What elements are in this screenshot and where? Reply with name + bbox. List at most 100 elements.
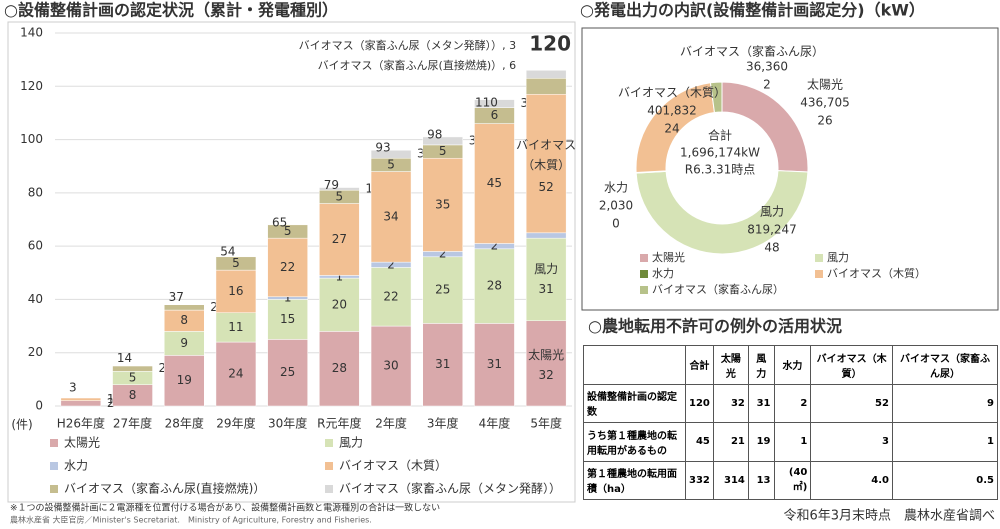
legend-swatch — [640, 286, 648, 294]
table-cell: バイオマス（家畜ふん尿） — [891, 345, 999, 385]
annotation: 太陽光 — [528, 347, 564, 362]
legend-label: バイオマス（木質） — [827, 266, 926, 280]
bar-segment — [319, 203, 360, 276]
bar-segment — [215, 256, 257, 271]
value-label: 1 — [336, 269, 344, 283]
table-cell: 水力 — [773, 345, 812, 385]
bar-segment — [60, 400, 102, 407]
annotation: バイオマス — [516, 138, 576, 152]
center-text: R6.3.31時点 — [685, 163, 756, 177]
table: 合計 太陽光 風力 水力 バイオマス（木質） バイオマス（家畜ふん尿） 設備整備計画の認定数… — [583, 345, 999, 500]
slice-name: 風力 — [760, 205, 784, 219]
value-label: 5 — [387, 157, 395, 171]
table-cell: 3 — [810, 422, 893, 462]
table-cell: 19 — [747, 422, 775, 462]
bar-segment — [267, 339, 308, 407]
table-cell: うち第１種農地の転用転用があるもの — [583, 422, 686, 462]
title: ○農地転用不許可の例外の活用状況 — [588, 317, 842, 336]
table-cell: 120 — [685, 383, 714, 423]
value-label: 5 — [284, 224, 292, 238]
slice-value: 436,705 — [800, 96, 850, 110]
legend-swatch — [640, 270, 648, 278]
value-label: 8 — [129, 388, 137, 402]
value-label: 8 — [180, 313, 188, 327]
table-cell: 1 — [891, 422, 999, 462]
slice-value: 36,360 — [746, 60, 788, 74]
slice — [709, 81, 723, 114]
table-cell: 9 — [891, 383, 999, 423]
table-cell: 第１種農地の転用面積（ha） — [583, 460, 686, 500]
legend-swatch — [325, 462, 333, 470]
table-cell: 合計 — [685, 345, 714, 385]
center-text: 合計 — [708, 128, 732, 143]
slice — [635, 170, 809, 255]
total-label: 54 — [220, 245, 235, 259]
legend-label: 水力 — [64, 459, 88, 473]
x-tick-label: H26年度 — [57, 416, 105, 431]
bar-segment — [319, 331, 360, 407]
bar-segment — [267, 299, 308, 340]
value-label: 16 — [228, 284, 243, 298]
total-label: 65 — [272, 215, 287, 229]
value-label: 35 — [435, 197, 450, 211]
slice-value: 819,247 — [747, 223, 797, 237]
axis-label: (件) — [11, 418, 32, 432]
value-label: 31 — [435, 357, 450, 371]
value-label: 2 — [387, 257, 395, 271]
slice-percent: 2 — [763, 78, 771, 92]
table-cell: 52 — [810, 383, 893, 423]
bar-segment — [164, 304, 205, 311]
value-label: 1 — [365, 181, 373, 195]
x-tick-label: R元年度 — [317, 416, 361, 431]
value-label: 28 — [487, 279, 502, 293]
bar-segment — [474, 323, 515, 407]
value-label: 9 — [180, 336, 188, 350]
total-label: 3 — [69, 381, 77, 395]
slice-value: 2,030 — [599, 199, 633, 213]
bar-segment — [525, 78, 567, 95]
legend-swatch — [640, 254, 648, 262]
value-label: 20 — [332, 297, 347, 311]
y-tick-label: 120 — [20, 79, 43, 93]
center-text: 1,696,174kW — [680, 146, 760, 160]
table-cell: 設備整備計画の認定数 — [583, 383, 686, 423]
table-cell: 4.0 — [810, 460, 893, 500]
bar-segment — [267, 237, 308, 298]
legend-label: バイオマス（家畜ふん尿（メタン発酵）） — [339, 481, 561, 496]
slice-value: 401,832 — [647, 104, 697, 118]
frame — [581, 27, 999, 311]
table-cell: 21 — [712, 422, 749, 462]
table-cell: 太陽光 — [712, 345, 749, 385]
legend-swatch — [815, 254, 823, 262]
table-cell: 45 — [685, 422, 714, 462]
bar-segment — [422, 323, 463, 407]
value-label: 25 — [280, 365, 295, 379]
slice-percent: 26 — [817, 114, 832, 128]
table-cell: 32 — [712, 383, 749, 423]
value-label: 25 — [435, 283, 450, 297]
legend-label: 風力 — [339, 436, 363, 450]
bar-segment — [422, 256, 463, 324]
legend-label: 風力 — [827, 251, 849, 264]
bar-segment — [319, 187, 360, 191]
bar-segment — [215, 269, 257, 313]
total-label: 120 — [529, 32, 571, 56]
table-cell: 2 — [773, 383, 812, 423]
annotation: 風力 — [534, 262, 558, 276]
legend-label: バイオマス（家畜ふん尿(直接燃焼)） — [64, 481, 265, 496]
legend-label: 太陽光 — [652, 250, 685, 264]
legend-swatch — [50, 462, 58, 470]
bar-segment — [525, 320, 567, 407]
value-label: 2 — [439, 247, 447, 261]
legend-swatch — [325, 439, 333, 447]
table-cell: 風力 — [747, 345, 775, 385]
x-tick-label: 2年度 — [375, 416, 407, 431]
slice-percent: 0 — [612, 217, 620, 231]
value-label: 27 — [332, 232, 347, 246]
y-tick-label: 20 — [28, 345, 43, 359]
x-tick-label: 4年度 — [479, 416, 511, 431]
value-label: 6 — [491, 108, 499, 122]
value-label: 31 — [487, 357, 502, 371]
slice-name: バイオマス（家畜ふん尿） — [680, 44, 824, 59]
